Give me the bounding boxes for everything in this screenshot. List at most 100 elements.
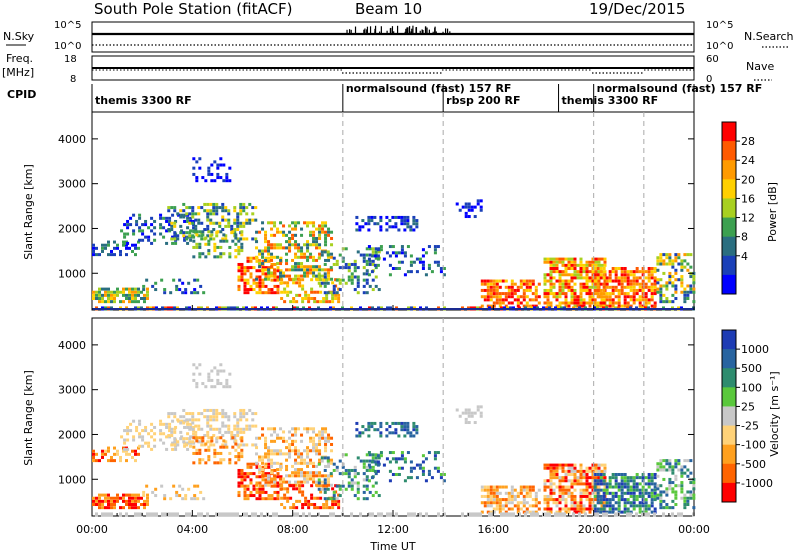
velocity-cell — [671, 506, 675, 510]
velocity-cell — [561, 463, 565, 467]
power-cell — [300, 262, 304, 266]
velocity-cell — [596, 498, 600, 502]
power-cell — [280, 278, 284, 282]
velocity-cell — [638, 504, 642, 508]
velocity-cell — [344, 472, 348, 476]
velocity-cell — [279, 449, 283, 453]
power-cell — [337, 287, 341, 291]
power-cell — [611, 304, 615, 308]
velocity-cell — [495, 494, 499, 498]
velocity-cell — [282, 430, 286, 434]
power-cell — [267, 266, 271, 270]
power-cell — [507, 295, 511, 299]
power-cell — [318, 224, 322, 228]
velocity-cell — [641, 488, 645, 492]
power-cell — [356, 266, 360, 270]
power-cell — [174, 241, 178, 245]
velocity-cell — [201, 458, 205, 462]
velocity-cell — [626, 488, 630, 492]
power-cell — [498, 295, 502, 299]
power-cell — [668, 300, 672, 304]
power-cell — [379, 228, 383, 232]
velocity-cell — [330, 461, 334, 465]
power-cell — [347, 262, 351, 266]
velocity-cell — [312, 449, 316, 453]
power-cell — [561, 292, 565, 296]
power-cell — [240, 266, 244, 270]
velocity-cell — [579, 507, 583, 511]
velocity-cell — [344, 487, 348, 491]
power-cell — [98, 297, 101, 301]
power-cell — [192, 245, 196, 249]
velocity-cell — [546, 510, 550, 514]
power-cell — [644, 292, 648, 296]
power-cell — [528, 288, 532, 292]
power-cell — [200, 206, 204, 210]
power-cell — [101, 297, 104, 301]
velocity-cell — [334, 484, 338, 488]
power-cell — [668, 275, 672, 279]
velocity-cell — [510, 491, 514, 495]
velocity-cell — [137, 499, 140, 503]
velocity-cell — [283, 496, 287, 500]
velocity-cell — [605, 512, 608, 517]
power-cell — [394, 251, 398, 255]
velocity-cell — [635, 472, 639, 476]
power-cell — [237, 252, 241, 256]
power-cell — [192, 226, 196, 230]
velocity-cell — [317, 462, 321, 466]
power-cell — [187, 281, 191, 285]
power-cell — [365, 291, 369, 295]
colorbar-swatch — [722, 217, 736, 238]
power-cell — [201, 230, 205, 234]
power-cell — [240, 272, 244, 276]
power-cell — [280, 281, 284, 285]
power-cell — [412, 260, 416, 264]
velocity-cell — [588, 466, 592, 470]
velocity-cell — [291, 433, 295, 437]
velocity-cell — [315, 474, 319, 478]
velocity-cell — [522, 510, 526, 514]
colorbar-frame — [721, 121, 737, 295]
power-cell — [364, 222, 368, 226]
velocity-cell — [219, 458, 223, 462]
power-cell — [638, 288, 642, 292]
velocity-cell — [576, 479, 580, 483]
velocity-cell — [567, 485, 571, 489]
velocity-cell — [591, 482, 595, 486]
velocity-cell — [142, 490, 146, 494]
velocity-cell — [614, 494, 618, 498]
velocity-cell — [123, 438, 127, 442]
power-cell — [246, 278, 250, 282]
power-cell — [273, 284, 277, 288]
power-cell — [327, 230, 331, 234]
power-cell — [227, 209, 231, 213]
power-cell — [546, 292, 550, 296]
velocity-cell — [626, 512, 629, 517]
power-cell — [207, 242, 211, 246]
velocity-cell — [300, 452, 304, 456]
power-cell — [198, 166, 202, 170]
power-cell — [261, 249, 265, 253]
velocity-cell — [320, 459, 324, 463]
velocity-cell — [125, 512, 128, 517]
velocity-cell — [632, 488, 636, 492]
power-cell — [531, 282, 535, 286]
velocity-cell — [656, 474, 660, 478]
power-cell — [543, 288, 547, 292]
velocity-cell — [285, 464, 289, 468]
velocity-cell — [323, 456, 327, 460]
velocity-cell — [653, 512, 656, 517]
power-cell — [362, 291, 366, 295]
velocity-cell — [516, 504, 520, 508]
velocity-cell — [221, 415, 225, 419]
velocity-cell — [620, 485, 624, 489]
velocity-cell — [412, 421, 416, 425]
power-cell — [303, 268, 307, 272]
power-cell — [549, 304, 553, 308]
power-cell — [668, 278, 672, 282]
power-cell — [273, 243, 277, 247]
power-cell — [495, 279, 499, 283]
power-cell — [576, 263, 580, 267]
velocity-cell — [510, 494, 514, 498]
